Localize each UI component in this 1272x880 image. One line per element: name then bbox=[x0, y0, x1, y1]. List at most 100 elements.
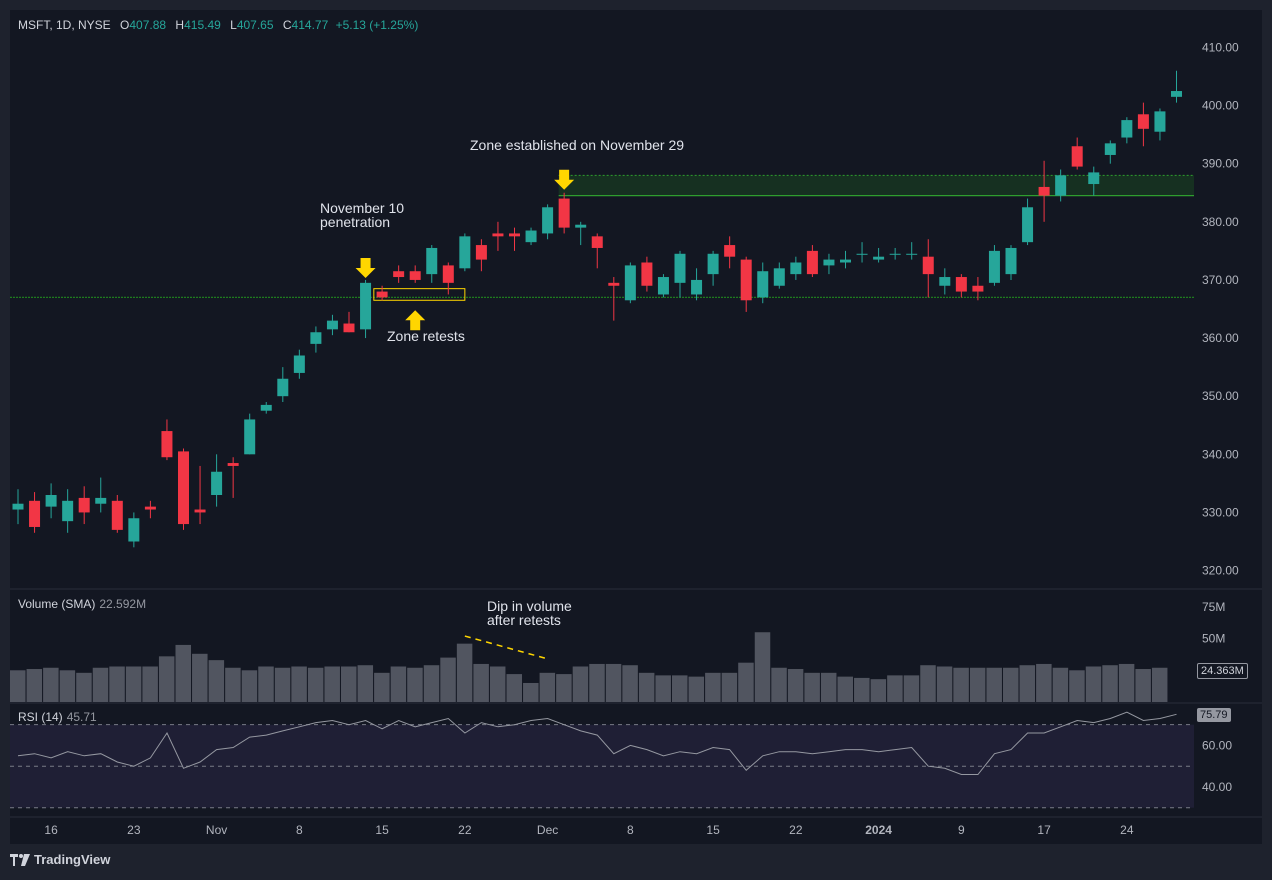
candle-47 bbox=[790, 262, 802, 275]
volume-bar-68 bbox=[1135, 669, 1151, 702]
time-tick-4: 15 bbox=[375, 823, 389, 837]
candle-52 bbox=[873, 256, 885, 260]
volume-bar-50 bbox=[837, 676, 853, 702]
candle-8 bbox=[144, 506, 156, 510]
volume-bar-24 bbox=[407, 667, 423, 702]
volume-bar-15 bbox=[258, 666, 274, 702]
volume-bar-52 bbox=[870, 679, 887, 702]
candle-13 bbox=[227, 463, 239, 466]
volume-bar-17 bbox=[291, 666, 307, 702]
candle-19 bbox=[326, 320, 338, 330]
volume-bar-58 bbox=[969, 667, 986, 702]
candle-69 bbox=[1154, 111, 1166, 132]
tradingview-icon bbox=[10, 853, 30, 866]
candle-70 bbox=[1171, 91, 1182, 97]
candle-53 bbox=[889, 253, 901, 255]
volume-bar-64 bbox=[1069, 670, 1085, 702]
price-tick-7: 340.00 bbox=[1202, 447, 1239, 461]
volume-bar-33 bbox=[556, 674, 572, 702]
price-tick-8: 330.00 bbox=[1202, 505, 1239, 519]
volume-bar-40 bbox=[672, 675, 688, 702]
time-tick-11: 9 bbox=[958, 823, 965, 837]
annotation-zone-retests: Zone retests bbox=[387, 328, 465, 344]
candle-32 bbox=[542, 207, 554, 234]
price-tick-5: 360.00 bbox=[1202, 331, 1239, 345]
volume-pane-legend[interactable]: Volume (SMA) 22.592M bbox=[18, 597, 146, 611]
volume-bar-38 bbox=[638, 672, 655, 702]
volume-bar-37 bbox=[622, 665, 638, 702]
volume-bar-34 bbox=[572, 666, 589, 702]
volume-bar-53 bbox=[887, 675, 903, 702]
volume-bar-19 bbox=[324, 666, 340, 702]
volume-bar-23 bbox=[390, 666, 407, 702]
candle-66 bbox=[1104, 143, 1116, 155]
chart-frame[interactable] bbox=[10, 10, 1262, 844]
volume-bar-18 bbox=[307, 667, 324, 702]
price-tick-3: 380.00 bbox=[1202, 215, 1239, 229]
time-tick-6: Dec bbox=[537, 823, 558, 837]
volume-bar-49 bbox=[820, 672, 837, 702]
volume-bar-62 bbox=[1036, 663, 1052, 702]
volume-bar-36 bbox=[605, 663, 622, 702]
candle-63 bbox=[1055, 175, 1067, 196]
volume-bar-29 bbox=[489, 666, 506, 702]
volume-bar-13 bbox=[225, 667, 241, 702]
volume-bar-21 bbox=[357, 665, 374, 702]
volume-bar-22 bbox=[374, 672, 390, 702]
candle-57 bbox=[955, 277, 967, 292]
volume-bar-48 bbox=[804, 672, 820, 702]
volume-bar-46 bbox=[771, 667, 787, 702]
volume-sma-value: 22.592M bbox=[99, 597, 147, 611]
volume-bar-69 bbox=[1151, 667, 1168, 702]
resistance-zone bbox=[558, 175, 1194, 196]
retest-box bbox=[373, 288, 466, 301]
candle-7 bbox=[128, 518, 140, 542]
candle-25 bbox=[426, 247, 438, 275]
volume-bar-9 bbox=[158, 656, 175, 702]
candle-27 bbox=[459, 236, 471, 269]
candle-55 bbox=[922, 256, 934, 275]
volume-bar-66 bbox=[1102, 665, 1118, 702]
candle-11 bbox=[194, 509, 206, 513]
candle-42 bbox=[707, 253, 719, 275]
candle-22 bbox=[376, 291, 388, 298]
volume-bar-45 bbox=[754, 632, 771, 702]
volume-bar-12 bbox=[208, 660, 225, 702]
candle-35 bbox=[591, 236, 603, 248]
candle-21 bbox=[360, 282, 372, 330]
tradingview-logo[interactable]: TradingView bbox=[10, 852, 110, 867]
candle-65 bbox=[1088, 172, 1100, 185]
volume-bar-60 bbox=[1003, 667, 1019, 702]
candle-0 bbox=[12, 503, 24, 510]
symbol-label[interactable]: MSFT, 1D, NYSE bbox=[18, 18, 111, 32]
candle-3 bbox=[62, 500, 74, 522]
candle-6 bbox=[111, 500, 123, 530]
annotation-nov10-line1: November 10 bbox=[320, 200, 404, 216]
volume-bar-32 bbox=[539, 672, 556, 702]
candle-33 bbox=[558, 198, 570, 228]
candle-17 bbox=[293, 355, 305, 373]
arrow-nov10-down bbox=[355, 257, 376, 278]
time-tick-3: 8 bbox=[296, 823, 303, 837]
rsi-line bbox=[17, 711, 1177, 775]
rsi-pane-legend[interactable]: RSI (14) 45.71 bbox=[18, 710, 97, 724]
candle-39 bbox=[657, 277, 669, 295]
volume-bar-65 bbox=[1085, 666, 1102, 702]
time-tick-7: 8 bbox=[627, 823, 634, 837]
volume-bar-11 bbox=[192, 653, 208, 702]
candle-31 bbox=[525, 230, 537, 243]
candle-67 bbox=[1121, 120, 1133, 138]
volume-bar-7 bbox=[125, 666, 142, 702]
volume-bar-39 bbox=[655, 675, 671, 702]
time-tick-5: 22 bbox=[458, 823, 472, 837]
volume-bar-61 bbox=[1019, 665, 1036, 702]
volume-bar-5 bbox=[92, 667, 109, 702]
rsi-last-badge: 75.79 bbox=[1197, 708, 1231, 722]
candle-62 bbox=[1038, 186, 1050, 196]
volume-bar-3 bbox=[59, 670, 76, 702]
price-tick-4: 370.00 bbox=[1202, 273, 1239, 287]
volume-bar-30 bbox=[506, 674, 522, 702]
candle-12 bbox=[211, 471, 223, 495]
volume-bar-41 bbox=[688, 676, 705, 702]
